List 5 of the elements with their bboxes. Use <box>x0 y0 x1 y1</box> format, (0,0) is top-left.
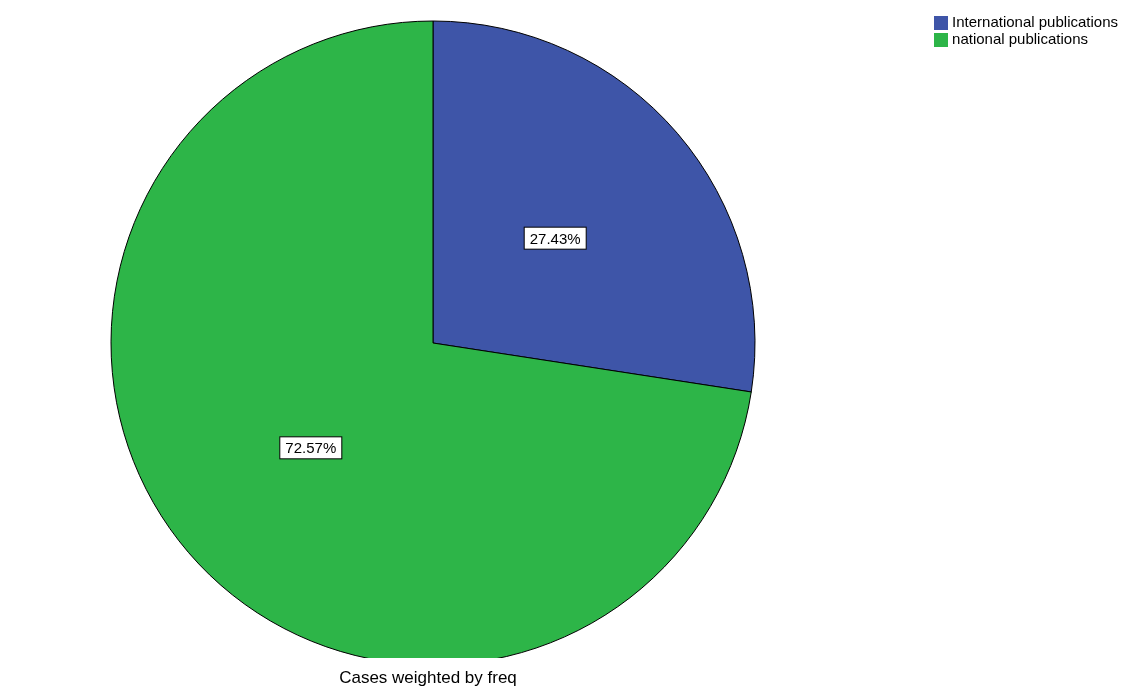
legend-label: International publications <box>952 13 1118 30</box>
data-label: 72.57% <box>285 439 337 457</box>
text: Cases weighted by freq <box>338 668 518 688</box>
legend-label: national publications <box>952 30 1088 48</box>
data-label: 27.43% <box>529 229 581 247</box>
